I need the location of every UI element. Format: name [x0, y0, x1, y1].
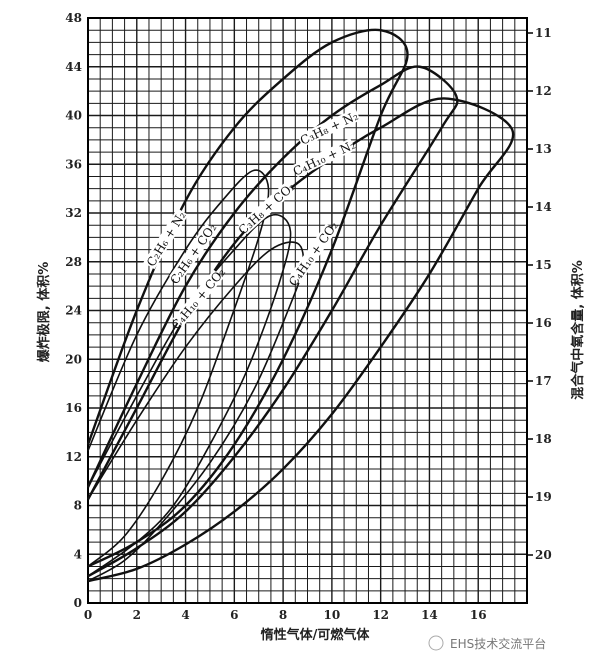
x-tick-label: 6 — [230, 608, 238, 622]
y2-tick-label: 13 — [535, 142, 552, 156]
x-tick-label: 14 — [421, 608, 438, 622]
y-axis-label: 爆炸极限, 体积% — [36, 262, 52, 363]
watermark: EHS技术交流平台 — [428, 635, 546, 651]
curve-label-bg — [143, 208, 189, 270]
curve-label-bg — [289, 223, 337, 284]
x-tick-label: 0 — [84, 608, 92, 622]
y2-tick-label: 18 — [535, 432, 552, 446]
y-tick-label: 4 — [74, 547, 82, 561]
y-tick-label: 16 — [65, 401, 82, 415]
y2-axis-label: 混合气中氧含量, 体积% — [570, 260, 586, 400]
watermark-text: EHS技术交流平台 — [450, 636, 546, 651]
y-tick-label: 32 — [65, 206, 82, 220]
y2-tick-label: 16 — [535, 316, 552, 330]
x-tick-label: 2 — [133, 608, 141, 622]
y-tick-label: 8 — [74, 499, 82, 513]
x-tick-label: 4 — [181, 608, 189, 622]
y-tick-label: 12 — [65, 450, 82, 464]
x-tick-label: 12 — [372, 608, 389, 622]
grid — [87, 17, 528, 604]
y2-tick-label: 19 — [535, 490, 552, 504]
y2-tick-label: 12 — [535, 84, 552, 98]
y2-tick-label: 14 — [535, 200, 552, 214]
y2-tick-label: 20 — [535, 548, 552, 562]
series-curve — [87, 213, 292, 577]
curve-label-bg — [238, 181, 295, 235]
curve-label: C₄H₁₀ + N₂ — [291, 138, 358, 179]
wechat-icon — [428, 635, 444, 651]
y-tick-label: 24 — [65, 304, 82, 318]
y2-tick-label: 15 — [535, 258, 552, 272]
y-tick-label: 0 — [74, 596, 82, 610]
plot-frame — [87, 17, 528, 604]
y-tick-label: 28 — [65, 255, 82, 269]
y-tick-label: 48 — [65, 11, 82, 25]
curve-label-bg — [297, 108, 361, 148]
curve-label-bg — [292, 138, 356, 178]
curve-label: C₄H₁₀ + CO₂ — [286, 219, 341, 289]
y2-tick-label: 17 — [535, 374, 552, 388]
y-tick-label: 40 — [65, 109, 82, 123]
x-tick-label: 10 — [324, 608, 341, 622]
x-tick-label: 16 — [470, 608, 487, 622]
y-tick-label: 36 — [65, 157, 82, 171]
y-tick-label: 20 — [65, 352, 82, 366]
x-ticks: 0 2 4 6 8 10 12 14 16 — [84, 608, 487, 622]
curve-label-bg — [172, 269, 224, 328]
curves — [86, 28, 515, 583]
series-curve — [86, 65, 459, 578]
x-tick-label: 8 — [279, 608, 287, 622]
curve-label-bg — [169, 223, 217, 284]
y-tick-label: 44 — [65, 60, 82, 74]
y2-ticks: 11 12 13 14 15 16 17 18 19 20 — [527, 26, 552, 562]
x-axis-label: 惰性气体/可燃气体 — [261, 627, 371, 643]
series-curve — [86, 28, 409, 568]
y2-tick-label: 11 — [535, 26, 552, 40]
